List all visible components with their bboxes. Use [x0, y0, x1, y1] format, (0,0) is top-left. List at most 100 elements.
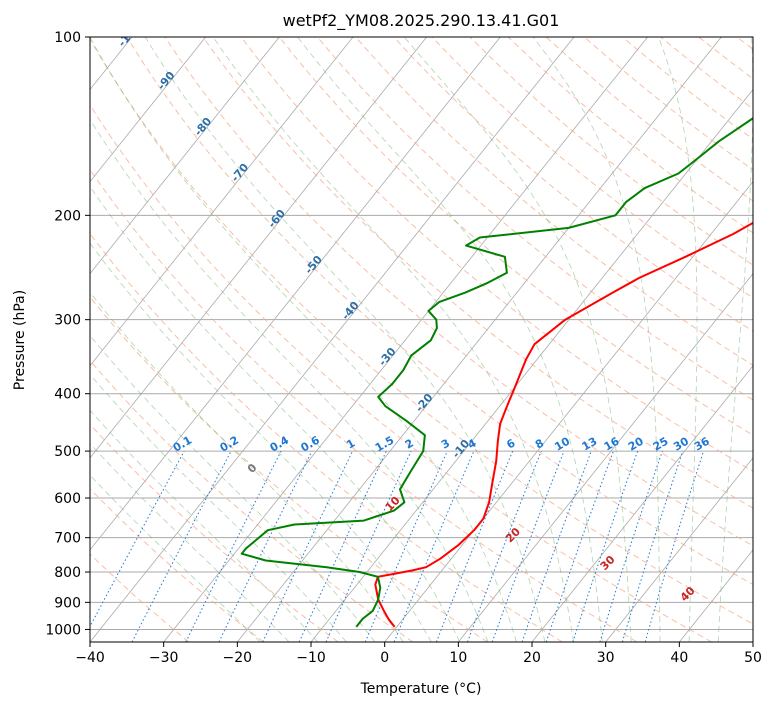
moist-adiabat-line	[658, 37, 698, 642]
mixing-ratio-label: 2	[403, 437, 416, 452]
isotherm-label: -60	[265, 207, 288, 231]
dry-adiabat-line	[355, 37, 753, 366]
moist-adiabat-line	[144, 37, 546, 642]
x-tick-label: −40	[75, 650, 105, 666]
moist-adiabat-line	[90, 185, 461, 642]
mixing-ratio-line	[621, 450, 684, 642]
isotherm-line	[531, 365, 753, 642]
dry-adiabat-line	[469, 37, 753, 266]
isotherm-line	[237, 37, 722, 642]
x-tick-label: 20	[523, 650, 541, 666]
y-tick-label: 400	[54, 387, 81, 403]
dry-adiabat-line	[583, 37, 753, 171]
moist-adiabat-line	[90, 37, 517, 642]
mixing-ratio-label: 6	[504, 436, 517, 451]
mixing-ratio-line	[218, 450, 313, 642]
mixing-ratio-labels: 0.1 0.2 0.4 0.6 1 1.5 2 3 4 6 8 10 13 16 20 25 30 36	[171, 433, 712, 454]
mixing-ratio-line	[467, 450, 542, 642]
y-tick-label: 700	[54, 531, 81, 547]
x-tick-label: 50	[744, 650, 762, 666]
moist-adiabat-line	[90, 409, 319, 642]
dry-adiabat-line	[90, 38, 753, 625]
y-axis-label: Pressure (hPa)	[12, 290, 28, 390]
temperature-line	[374, 221, 753, 628]
moist-adiabat-line	[90, 373, 347, 642]
moist-adiabat-line	[717, 37, 753, 642]
isotherm-line	[384, 180, 753, 642]
y-tick-label: 800	[54, 565, 81, 581]
isotherm-line	[90, 37, 354, 367]
isotherm-line	[0, 37, 58, 642]
isotherm-line	[163, 37, 648, 642]
isotherm-label: -20	[413, 391, 436, 415]
moist-adiabat-line	[90, 334, 376, 642]
x-axis-ticks: −40 −30 −20 −10 0 10 20 30 40 50	[75, 642, 762, 666]
x-tick-label: 40	[670, 650, 688, 666]
isotherm-line	[90, 37, 427, 459]
y-axis-ticks: 100 200 300 400 500 600 700 800 900 1000	[45, 30, 90, 638]
y-tick-label: 500	[54, 444, 81, 460]
isotherm-line	[752, 641, 753, 642]
x-tick-label: −20	[223, 650, 253, 666]
isotherm-line	[90, 37, 206, 183]
moist-adiabat-line	[90, 474, 261, 642]
dry-adiabat-line	[202, 37, 753, 509]
dry-adiabat-line	[90, 359, 414, 642]
x-tick-label: 10	[449, 650, 467, 666]
sounding-series	[240, 117, 753, 628]
mixing-ratio-line	[262, 450, 353, 642]
mixing-ratio-line	[435, 450, 514, 642]
dry-adiabat-line	[317, 37, 753, 401]
dry-adiabat-line	[90, 232, 563, 642]
x-tick-label: −10	[296, 650, 326, 666]
y-tick-label: 100	[54, 30, 81, 46]
mixing-ratio-line	[393, 450, 475, 642]
isotherm-line	[90, 37, 501, 551]
x-tick-label: 30	[597, 650, 615, 666]
dry-adiabat-line	[90, 423, 339, 642]
mixing-ratio-line	[298, 450, 387, 642]
moist-adiabat-line	[297, 37, 603, 642]
dry-adiabat-line	[164, 37, 753, 547]
dry-adiabat-line	[90, 553, 190, 642]
moist-adiabat-line	[90, 291, 404, 642]
isotherm-label: -40	[339, 299, 362, 323]
y-tick-label: 1000	[45, 622, 81, 638]
dry-adiabat-line	[90, 488, 264, 642]
x-tick-label: −30	[149, 650, 179, 666]
mixing-ratio-line	[325, 450, 412, 642]
chart-title: wetPf2_YM08.2025.290.13.41.G01	[283, 11, 560, 31]
isotherm-labels: -100-90-80-70-60-50-40-30-20-10	[115, 20, 472, 461]
mixing-ratio-line	[572, 450, 639, 642]
background-lines	[0, 37, 753, 642]
isotherm-line	[679, 549, 753, 642]
moist-adiabat-line	[532, 37, 661, 642]
dry-adiabat-line	[126, 37, 753, 586]
mixing-ratio-line	[545, 450, 614, 642]
isotherm-label: -50	[302, 253, 325, 277]
x-axis-label: Temperature (°C)	[360, 681, 482, 697]
dewpoint-line	[240, 117, 753, 628]
mixing-ratio-line	[185, 450, 282, 642]
mixing-ratio-line	[90, 450, 185, 628]
mixing-ratio-line	[521, 450, 592, 642]
dry-adiabat-line	[90, 296, 488, 642]
isotherm-label: -30	[376, 345, 399, 369]
isotherm-line	[458, 273, 753, 642]
isotherm-label: -100	[115, 20, 143, 50]
dry-adiabat-line	[278, 37, 753, 436]
moist-adiabat-line	[90, 242, 432, 642]
mixing-ratio-line	[599, 450, 663, 642]
isotherm-line	[605, 457, 753, 642]
moist-adiabat-line	[90, 443, 290, 642]
y-tick-label: 300	[54, 313, 81, 329]
moist-adiabat-label: 40	[678, 584, 698, 604]
isotherm-line	[310, 88, 753, 642]
y-tick-label: 200	[54, 208, 81, 224]
isotherm-line	[90, 37, 575, 642]
moist-adiabat-label: 20	[503, 525, 523, 545]
dry-adiabat-line	[90, 168, 638, 642]
x-tick-label: 0	[380, 650, 389, 666]
dry-adiabat-line	[736, 37, 753, 50]
